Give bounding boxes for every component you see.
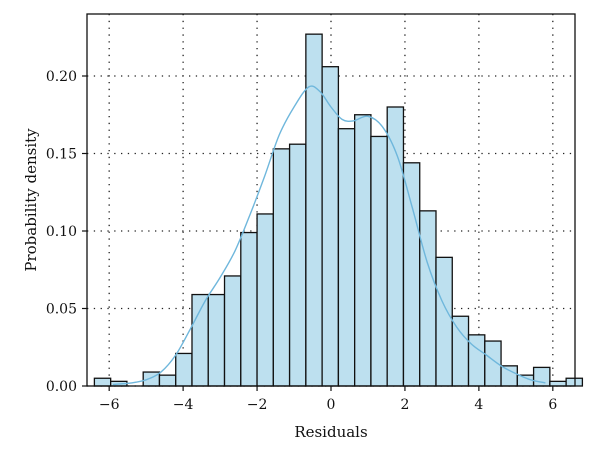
x-tick-label-0: −6 bbox=[99, 397, 120, 413]
histogram-bar-20 bbox=[419, 210, 437, 387]
histogram-bar-19 bbox=[402, 162, 421, 387]
histogram-bar-0 bbox=[93, 377, 112, 387]
y-tick-label-4: 0.20 bbox=[46, 69, 77, 85]
density-curve-layer bbox=[112, 85, 546, 386]
density-curve bbox=[112, 85, 546, 386]
histogram-bar-11 bbox=[272, 148, 291, 387]
y-tick-label-3: 0.15 bbox=[46, 147, 77, 163]
y-tick-label-1: 0.05 bbox=[46, 302, 77, 318]
histogram-bar-14 bbox=[321, 66, 340, 387]
x-tick-label-2: −2 bbox=[247, 397, 268, 413]
histogram-bar-17 bbox=[370, 135, 388, 387]
histogram-bar-28 bbox=[549, 380, 567, 387]
histogram-bar-18 bbox=[386, 106, 405, 387]
x-tick-label-5: 4 bbox=[474, 397, 483, 413]
x-tick-label-3: 0 bbox=[327, 397, 336, 413]
histogram-bar-8 bbox=[223, 275, 242, 387]
x-tick-label-4: 2 bbox=[400, 397, 409, 413]
x-tick-label-6: 6 bbox=[548, 397, 557, 413]
histogram-bar-22 bbox=[451, 315, 470, 387]
y-tick-label-0: 0.00 bbox=[46, 379, 77, 395]
histogram-bar-25 bbox=[500, 365, 518, 387]
histogram-bar-12 bbox=[288, 143, 307, 387]
x-tick-label-1: −4 bbox=[173, 397, 194, 413]
x-axis-label: Residuals bbox=[294, 423, 367, 441]
histogram-bar-6 bbox=[191, 293, 209, 387]
histogram-bar-10 bbox=[256, 213, 274, 387]
histogram-bars bbox=[93, 33, 584, 387]
histogram-bar-23 bbox=[467, 334, 486, 387]
histogram-bar-15 bbox=[337, 128, 356, 387]
y-axis-label: Probability density bbox=[22, 128, 40, 272]
histogram-bar-5 bbox=[175, 352, 193, 387]
axis-ticks: −6 −4 −2 0 2 4 6 0.00 0.05 0.10 0.15 0.20 bbox=[46, 69, 558, 413]
histogram-bar-4 bbox=[158, 374, 177, 387]
histogram-bar-16 bbox=[354, 114, 372, 387]
histogram-bar-7 bbox=[207, 293, 226, 387]
y-tick-label-2: 0.10 bbox=[46, 224, 77, 240]
histogram-bar-29 bbox=[565, 377, 584, 387]
histogram-bar-27 bbox=[532, 366, 551, 387]
histogram-bar-21 bbox=[435, 256, 453, 387]
histogram-bar-9 bbox=[240, 231, 258, 387]
